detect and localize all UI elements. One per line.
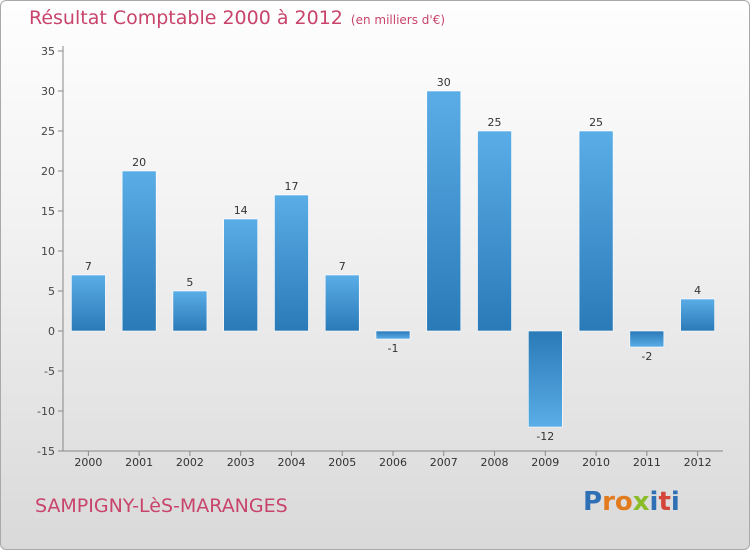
data-label: 14 <box>234 204 248 217</box>
x-tick-label: 2008 <box>481 456 509 469</box>
bar <box>172 290 208 332</box>
y-tick-label: 30 <box>41 85 55 98</box>
commune-name: SAMPIGNY-LèS-MARANGES <box>35 495 288 517</box>
logo-letter: P <box>583 487 603 517</box>
x-tick-label: 2002 <box>176 456 204 469</box>
y-tick-label: -10 <box>37 405 55 418</box>
data-label: -1 <box>388 342 399 355</box>
x-tick-label: 2003 <box>227 456 255 469</box>
y-tick-label: 10 <box>41 245 55 258</box>
y-tick-label: 15 <box>41 205 55 218</box>
chart-title-block: Résultat Comptable 2000 à 2012 (en millie… <box>29 7 445 29</box>
data-label: 17 <box>284 180 298 193</box>
bar <box>274 194 309 332</box>
x-tick-label: 2009 <box>531 456 559 469</box>
bar <box>71 274 106 332</box>
bar <box>680 298 715 332</box>
bar <box>629 330 665 348</box>
chart-subtitle: (en milliers d'€) <box>350 13 446 27</box>
data-label: 20 <box>132 156 146 169</box>
data-label: 7 <box>85 260 92 273</box>
x-tick-label: 2000 <box>74 456 102 469</box>
data-label: -12 <box>536 430 554 443</box>
x-tick-label: 2001 <box>125 456 153 469</box>
logo-letter: r <box>602 487 615 517</box>
bar <box>477 130 512 332</box>
y-tick-label: 5 <box>48 285 55 298</box>
x-tick-label: 2006 <box>379 456 407 469</box>
chart-title: Résultat Comptable 2000 à 2012 <box>29 7 343 29</box>
logo-letter: x <box>632 487 650 517</box>
logo-letter: i <box>670 487 680 517</box>
data-label: 4 <box>694 284 701 297</box>
bar <box>375 330 411 340</box>
y-tick-label: -15 <box>37 445 55 458</box>
data-label: 25 <box>488 116 502 129</box>
bar <box>324 274 360 332</box>
data-label: -2 <box>641 350 652 363</box>
y-tick-label: 0 <box>48 325 55 338</box>
data-label: 7 <box>339 260 346 273</box>
y-tick-label: 35 <box>41 45 55 58</box>
bar <box>528 330 563 428</box>
plot-area <box>63 51 723 451</box>
logo-letter: o <box>614 487 633 517</box>
proxiti-logo: Proxiti <box>583 487 680 517</box>
bar <box>426 90 462 332</box>
y-tick-label: 25 <box>41 125 55 138</box>
data-label: 30 <box>437 76 451 89</box>
data-label: 25 <box>589 116 603 129</box>
y-tick-label: 20 <box>41 165 55 178</box>
x-tick-label: 2004 <box>277 456 305 469</box>
x-tick-label: 2011 <box>633 456 661 469</box>
logo-letter: i <box>649 487 659 517</box>
logo-letter: t <box>658 487 671 517</box>
bar <box>121 170 157 332</box>
x-tick-label: 2012 <box>684 456 712 469</box>
bar <box>223 218 258 332</box>
x-tick-label: 2007 <box>430 456 458 469</box>
bar <box>578 130 614 332</box>
y-tick-label: -5 <box>44 365 55 378</box>
x-tick-label: 2005 <box>328 456 356 469</box>
data-label: 5 <box>186 276 193 289</box>
x-tick-label: 2010 <box>582 456 610 469</box>
